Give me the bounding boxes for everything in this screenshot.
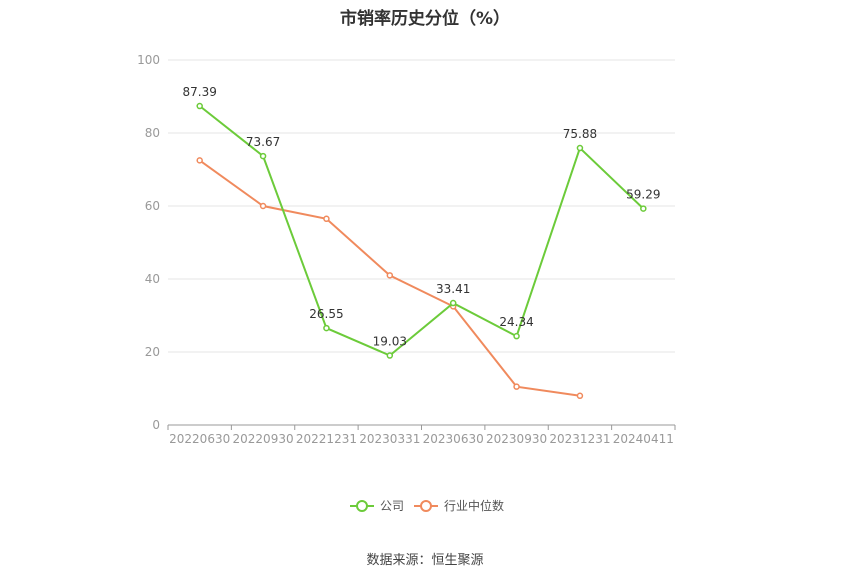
y-tick-label: 80 <box>145 126 160 140</box>
data-point <box>640 205 647 212</box>
legend-marker <box>356 500 368 512</box>
data-point <box>323 324 330 332</box>
data-label: 75.88 <box>563 127 597 141</box>
data-label: 24.34 <box>499 315 533 329</box>
y-tick-label: 60 <box>145 199 160 213</box>
data-point <box>196 157 203 164</box>
x-tick-label: 20230930 <box>486 432 547 446</box>
x-tick-label: 20220930 <box>233 432 294 446</box>
y-tick-label: 40 <box>145 272 160 286</box>
data-point <box>386 272 394 279</box>
y-tick-label: 0 <box>152 418 160 432</box>
data-label: 19.03 <box>373 335 407 349</box>
x-tick-label: 20240411 <box>613 432 674 446</box>
data-point <box>323 215 330 223</box>
series-line-公司 <box>199 105 644 357</box>
data-point <box>513 383 520 390</box>
x-tick-label: 20230331 <box>359 432 420 446</box>
legend-label: 行业中位数 <box>444 498 504 513</box>
data-label: 59.29 <box>626 188 660 202</box>
data-point <box>259 202 267 210</box>
data-label: 73.67 <box>246 135 280 149</box>
x-tick-label: 20221231 <box>296 432 357 446</box>
chart-title: 市销率历史分位（%） <box>339 9 511 29</box>
data-point <box>576 392 584 400</box>
data-point <box>576 144 584 152</box>
x-tick-label: 20220630 <box>169 432 230 446</box>
legend-marker <box>420 500 432 512</box>
data-label: 26.55 <box>309 307 343 321</box>
x-tick-label: 20231231 <box>549 432 610 446</box>
y-tick-label: 100 <box>137 53 160 67</box>
x-tick-label: 20230630 <box>423 432 484 446</box>
data-point <box>196 102 203 110</box>
source-note: 数据来源：恒生聚源 <box>366 553 484 568</box>
data-label: 87.39 <box>183 85 217 99</box>
data-point <box>259 152 267 160</box>
data-point <box>513 332 520 340</box>
data-point <box>449 299 457 307</box>
y-tick-label: 20 <box>145 345 160 359</box>
legend-label: 公司 <box>380 499 404 513</box>
data-label: 33.41 <box>436 282 470 296</box>
data-point <box>386 352 394 359</box>
